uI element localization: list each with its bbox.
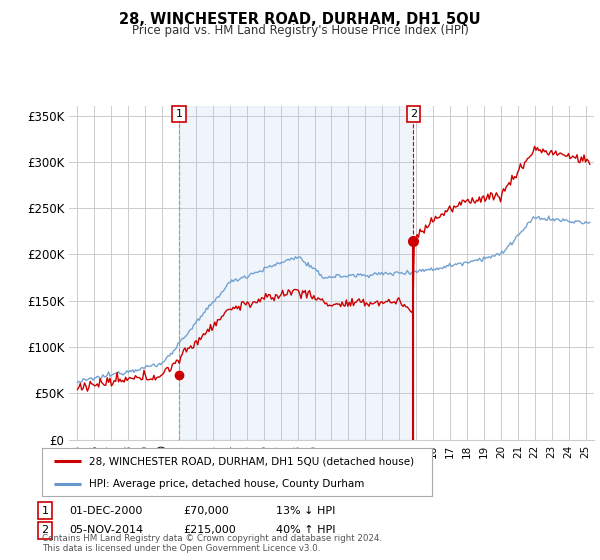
Text: 1: 1 <box>41 506 49 516</box>
Text: 28, WINCHESTER ROAD, DURHAM, DH1 5QU: 28, WINCHESTER ROAD, DURHAM, DH1 5QU <box>119 12 481 27</box>
Text: 28, WINCHESTER ROAD, DURHAM, DH1 5QU (detached house): 28, WINCHESTER ROAD, DURHAM, DH1 5QU (de… <box>89 456 414 466</box>
Text: 05-NOV-2014: 05-NOV-2014 <box>69 525 143 535</box>
Bar <box>179 106 413 440</box>
Text: 2: 2 <box>410 109 417 119</box>
Text: £215,000: £215,000 <box>183 525 236 535</box>
Text: 13% ↓ HPI: 13% ↓ HPI <box>276 506 335 516</box>
Text: £70,000: £70,000 <box>183 506 229 516</box>
Text: 2: 2 <box>41 525 49 535</box>
Text: Contains HM Land Registry data © Crown copyright and database right 2024.
This d: Contains HM Land Registry data © Crown c… <box>42 534 382 553</box>
Text: 40% ↑ HPI: 40% ↑ HPI <box>276 525 335 535</box>
Text: 01-DEC-2000: 01-DEC-2000 <box>69 506 142 516</box>
Text: HPI: Average price, detached house, County Durham: HPI: Average price, detached house, Coun… <box>89 479 364 489</box>
Text: 1: 1 <box>176 109 182 119</box>
Text: Price paid vs. HM Land Registry's House Price Index (HPI): Price paid vs. HM Land Registry's House … <box>131 24 469 36</box>
